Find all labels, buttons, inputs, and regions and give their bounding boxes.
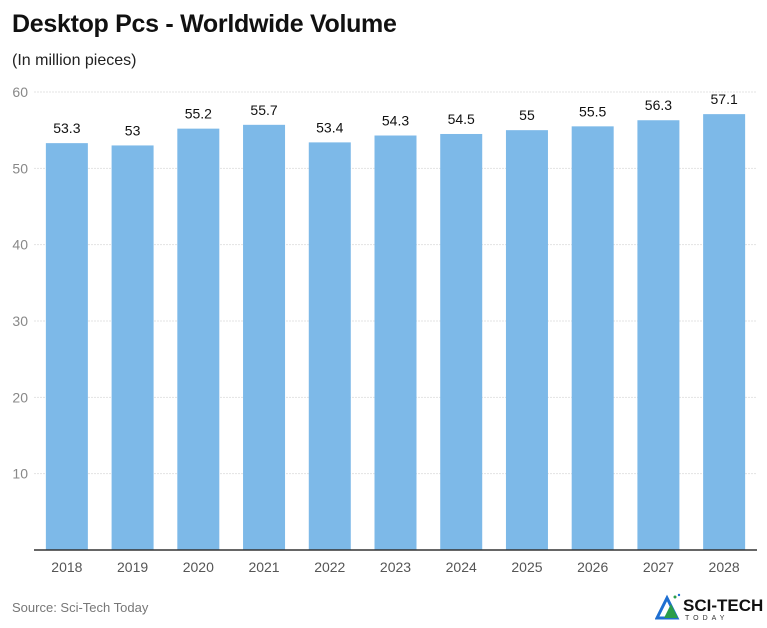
bar-2019 (111, 145, 154, 550)
y-tick-label: 40 (12, 237, 28, 253)
data-label: 53 (125, 122, 141, 138)
chart-subtitle: (In million pieces) (12, 52, 137, 69)
sci-tech-logo: SCI-TECH TODAY (654, 592, 765, 627)
x-tick-label: 2019 (117, 559, 148, 575)
y-tick-label: 30 (12, 313, 28, 329)
y-tick-label: 60 (12, 84, 28, 100)
bar-2024 (440, 133, 483, 550)
y-tick-label: 20 (12, 389, 28, 405)
bar-2025 (505, 130, 548, 550)
bar-2027 (637, 120, 680, 550)
bar-2023 (374, 135, 417, 550)
x-tick-label: 2024 (446, 559, 477, 575)
svg-text:SCI-TECH: SCI-TECH (683, 596, 763, 615)
data-label: 57.1 (711, 91, 738, 107)
svg-text:TODAY: TODAY (685, 615, 728, 622)
bar-2020 (177, 128, 220, 550)
bar-2021 (243, 124, 286, 550)
data-label: 56.3 (645, 97, 672, 113)
data-label: 53.3 (53, 120, 80, 136)
data-label: 54.5 (448, 111, 475, 127)
x-tick-label: 2018 (51, 559, 82, 575)
y-tick-label: 10 (12, 466, 28, 482)
x-tick-label: 2022 (314, 559, 345, 575)
bar-2018 (45, 143, 88, 551)
x-tick-label: 2027 (643, 559, 674, 575)
x-tick-label: 2028 (709, 559, 740, 575)
data-label: 55.5 (579, 103, 606, 119)
x-tick-label: 2026 (577, 559, 608, 575)
bar-2022 (308, 142, 351, 550)
x-tick-label: 2021 (248, 559, 279, 575)
data-label: 55.7 (250, 102, 277, 118)
data-label: 55 (519, 107, 535, 123)
x-tick-label: 2020 (183, 559, 214, 575)
chart-title: Desktop Pcs - Worldwide Volume (12, 10, 397, 38)
y-tick-label: 50 (12, 160, 28, 176)
data-label: 55.2 (185, 106, 212, 122)
source-note: Source: Sci-Tech Today (12, 600, 149, 615)
data-label: 54.3 (382, 113, 409, 129)
bar-2028 (703, 114, 746, 551)
x-tick-label: 2023 (380, 559, 411, 575)
x-tick-label: 2025 (511, 559, 542, 575)
bar-2026 (571, 126, 614, 550)
data-label: 53.4 (316, 119, 343, 135)
